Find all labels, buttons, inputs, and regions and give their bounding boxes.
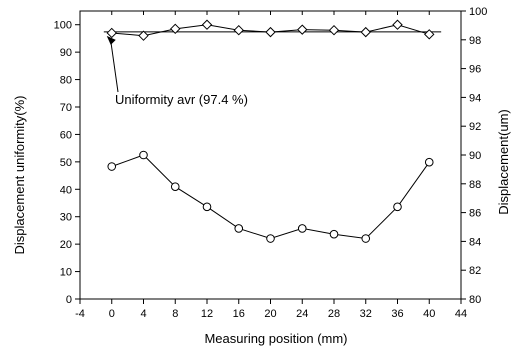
x-axis-title: Measuring position (mm) xyxy=(204,331,347,346)
series-2-point xyxy=(139,150,148,160)
y-right-tick-label: 84 xyxy=(469,236,481,248)
series-1-point xyxy=(201,19,213,30)
series-2-point xyxy=(297,224,307,233)
series-1-point xyxy=(297,24,308,35)
y-right-tick-label: 100 xyxy=(469,6,487,18)
x-tick-label: 36 xyxy=(391,308,403,320)
y-left-tick-label: 50 xyxy=(60,157,72,169)
annotation-arrow-line xyxy=(110,40,119,93)
series-1-point xyxy=(328,24,340,36)
series-2-point xyxy=(202,202,212,212)
series-1-point xyxy=(106,27,117,39)
y-axis-right-title: Displacement(um) xyxy=(496,109,511,214)
x-tick-label: 16 xyxy=(233,308,245,320)
series-2-point xyxy=(170,182,180,191)
y-left-tick-label: 0 xyxy=(66,294,72,306)
series-2-point xyxy=(266,234,275,243)
annotation-arrow-head xyxy=(106,35,116,45)
y-axis-left-title: Displacement uniformity(%) xyxy=(12,96,27,255)
y-left-tick-label: 10 xyxy=(60,267,72,279)
series-1-point xyxy=(170,23,181,35)
series-2-point xyxy=(234,224,244,233)
y-right-tick-label: 80 xyxy=(469,294,481,306)
series-2-point xyxy=(107,162,117,171)
y-left-tick-label: 60 xyxy=(60,129,72,141)
y-left-tick-label: 100 xyxy=(54,20,72,32)
y-right-tick-label: 94 xyxy=(469,92,481,104)
x-tick-label: 28 xyxy=(328,308,340,320)
annotation-label: Uniformity avr (97.4 %) xyxy=(115,92,248,107)
y-right-tick-label: 82 xyxy=(469,265,481,277)
x-tick-label: 0 xyxy=(109,308,115,320)
y-left-tick-label: 90 xyxy=(60,47,72,59)
series-1-point xyxy=(392,19,403,30)
y-right-tick-label: 96 xyxy=(469,64,481,76)
series-1-point xyxy=(424,29,435,40)
y-left-tick-label: 70 xyxy=(60,102,72,114)
y-right-tick-label: 86 xyxy=(469,208,481,220)
y-right-tick-label: 90 xyxy=(469,150,481,162)
y-right-tick-label: 92 xyxy=(469,121,481,133)
ticks: -4 0 4 8 12 16 20 24 28 32 36 40 4401020304050607080… xyxy=(54,6,488,320)
y-left-tick-label: 40 xyxy=(60,184,72,196)
series-2-point xyxy=(424,157,434,167)
series-1-point xyxy=(233,24,244,36)
x-tick-label: 44 xyxy=(455,308,467,320)
y-right-tick-label: 98 xyxy=(469,35,481,47)
series-2-point xyxy=(361,234,371,243)
plot-frame xyxy=(79,10,462,300)
y-left-tick-label: 80 xyxy=(60,75,72,87)
series-2-line xyxy=(111,154,430,240)
y-right-tick-label: 88 xyxy=(469,179,481,191)
x-tick-label: 4 xyxy=(140,308,146,320)
x-tick-label: 20 xyxy=(264,308,276,320)
x-tick-label: 32 xyxy=(360,308,372,320)
series-1-point xyxy=(360,26,371,38)
x-tick-label: -4 xyxy=(75,308,85,320)
series-1-point xyxy=(265,26,276,38)
x-tick-label: 12 xyxy=(201,308,213,320)
x-tick-label: 8 xyxy=(172,308,178,320)
marks xyxy=(103,19,442,243)
series-1-point xyxy=(138,30,149,41)
y-left-tick-label: 30 xyxy=(60,212,72,224)
series-2-point xyxy=(393,202,402,212)
x-tick-label: 24 xyxy=(296,308,308,320)
series-2-point xyxy=(329,229,339,239)
y-left-tick-label: 20 xyxy=(60,239,72,251)
axes xyxy=(79,10,462,300)
x-tick-label: 40 xyxy=(423,308,435,320)
